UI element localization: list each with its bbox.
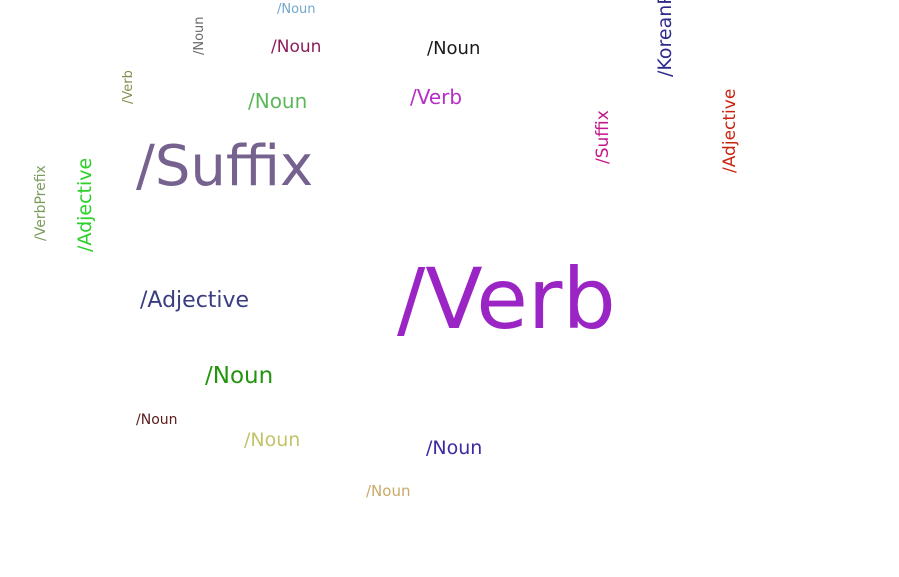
word-noun-light-green: /Noun <box>248 89 308 113</box>
word-noun-vertical: /Noun <box>192 16 207 55</box>
word-adjective-vertical-red: /Adjective <box>720 88 740 173</box>
word-noun-dark-red: /Noun <box>136 412 178 428</box>
word-noun-indigo: /Noun <box>426 437 483 459</box>
word-noun-olive: /Noun <box>244 429 301 451</box>
word-noun-green: /Noun <box>205 363 274 389</box>
word-suffix-vertical: /Suffix <box>593 110 613 164</box>
word-adjective-vertical-green: /Adjective <box>74 157 96 252</box>
word-verbprefix-vertical: /VerbPrefix <box>33 165 49 241</box>
word-noun-sky: /Noun <box>277 2 316 17</box>
word-noun-black: /Noun <box>427 38 481 59</box>
word-suffix-large: /Suffix <box>136 134 314 199</box>
word-noun-maroon: /Noun <box>271 37 322 57</box>
word-adjective: /Adjective <box>140 288 250 313</box>
word-verb-magenta: /Verb <box>410 85 463 109</box>
word-noun-tan: /Noun <box>366 482 411 500</box>
word-koreanparticle-vertical: /KoreanParticle <box>654 0 676 77</box>
word-verb-vertical: /Verb <box>121 70 136 104</box>
word-verb-large: /Verb <box>397 250 616 348</box>
